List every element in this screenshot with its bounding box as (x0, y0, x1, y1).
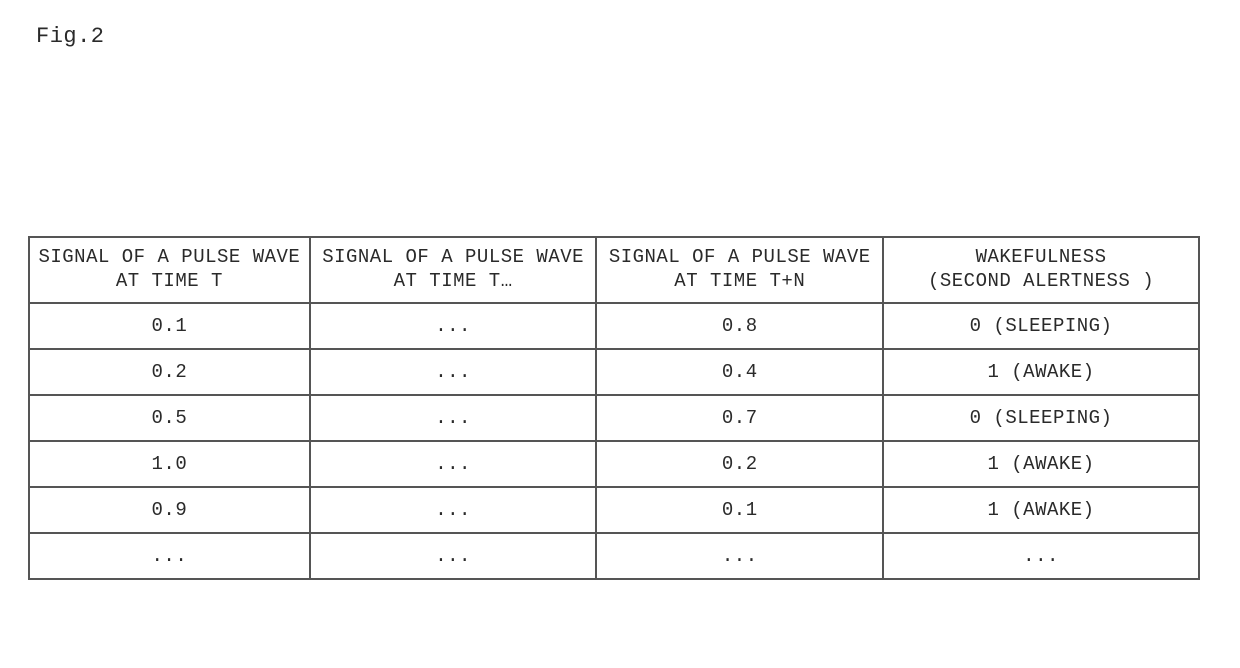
cell-wakefulness: 0 (SLEEPING) (883, 395, 1199, 441)
cell-signal-tn: 0.2 (596, 441, 883, 487)
table-row: ... ... ... ... (29, 533, 1199, 579)
cell-wakefulness: ... (883, 533, 1199, 579)
cell-signal-tn: ... (596, 533, 883, 579)
col-header-signal-t: SIGNAL OF A PULSE WAVE AT TIME T (29, 237, 310, 303)
cell-wakefulness: 0 (SLEEPING) (883, 303, 1199, 349)
cell-signal-mid: ... (310, 349, 597, 395)
cell-wakefulness: 1 (AWAKE) (883, 487, 1199, 533)
cell-signal-tn: 0.4 (596, 349, 883, 395)
cell-signal-mid: ... (310, 303, 597, 349)
col-header-signal-mid: SIGNAL OF A PULSE WAVE AT TIME T… (310, 237, 597, 303)
figure-label: Fig.2 (36, 24, 105, 49)
table-row: 0.5 ... 0.7 0 (SLEEPING) (29, 395, 1199, 441)
cell-signal-t: ... (29, 533, 310, 579)
cell-wakefulness: 1 (AWAKE) (883, 349, 1199, 395)
cell-signal-t: 1.0 (29, 441, 310, 487)
table-row: 0.1 ... 0.8 0 (SLEEPING) (29, 303, 1199, 349)
cell-signal-tn: 0.8 (596, 303, 883, 349)
table-row: 0.2 ... 0.4 1 (AWAKE) (29, 349, 1199, 395)
col-header-signal-tn: SIGNAL OF A PULSE WAVE AT TIME T+N (596, 237, 883, 303)
cell-wakefulness: 1 (AWAKE) (883, 441, 1199, 487)
cell-signal-t: 0.1 (29, 303, 310, 349)
pulse-wave-table: SIGNAL OF A PULSE WAVE AT TIME T SIGNAL … (28, 236, 1200, 580)
col-header-wakefulness: WAKEFULNESS (SECOND ALERTNESS ) (883, 237, 1199, 303)
cell-signal-t: 0.2 (29, 349, 310, 395)
cell-signal-mid: ... (310, 487, 597, 533)
cell-signal-tn: 0.1 (596, 487, 883, 533)
cell-signal-mid: ... (310, 533, 597, 579)
table-row: 1.0 ... 0.2 1 (AWAKE) (29, 441, 1199, 487)
cell-signal-t: 0.5 (29, 395, 310, 441)
pulse-wave-table-container: SIGNAL OF A PULSE WAVE AT TIME T SIGNAL … (28, 236, 1200, 580)
table-row: 0.9 ... 0.1 1 (AWAKE) (29, 487, 1199, 533)
cell-signal-mid: ... (310, 441, 597, 487)
table-header-row: SIGNAL OF A PULSE WAVE AT TIME T SIGNAL … (29, 237, 1199, 303)
cell-signal-mid: ... (310, 395, 597, 441)
cell-signal-tn: 0.7 (596, 395, 883, 441)
cell-signal-t: 0.9 (29, 487, 310, 533)
